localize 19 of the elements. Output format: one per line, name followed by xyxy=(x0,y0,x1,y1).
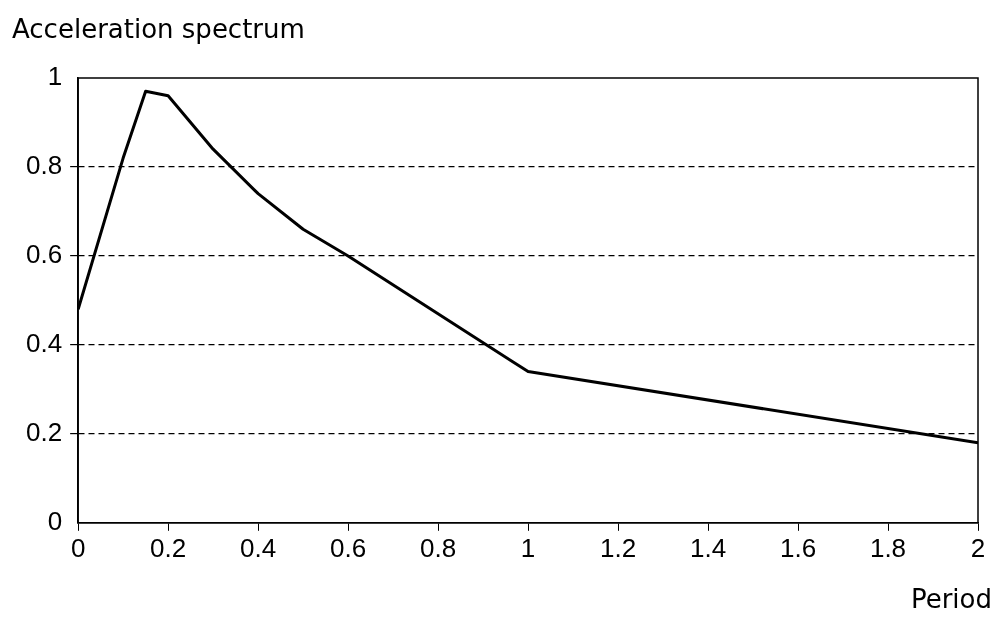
x-tick-label: 1 xyxy=(520,532,536,563)
y-axis-title: Acceleration spectrum xyxy=(12,14,305,44)
x-axis-title: Period xyxy=(910,584,992,614)
x-tick-label: 0.6 xyxy=(330,532,367,563)
y-tick-label: 1 xyxy=(47,61,63,92)
x-tick-label: 0.4 xyxy=(240,532,277,563)
y-tick-label: 0.8 xyxy=(25,150,63,181)
x-tick-label: 2 xyxy=(970,532,986,563)
y-tick-label: 0 xyxy=(47,505,63,536)
y-tick-label: 0.4 xyxy=(25,328,63,359)
x-tick-label: 0.2 xyxy=(150,532,187,563)
x-tick-label: 0.8 xyxy=(420,532,457,563)
x-tick-label: 1.4 xyxy=(689,532,727,563)
x-tick-label: 1.8 xyxy=(869,532,907,563)
x-tick-label: 0 xyxy=(70,532,86,563)
y-tick-label: 0.2 xyxy=(25,417,63,448)
x-tick-label: 1.2 xyxy=(599,532,637,563)
x-tick-label: 1.6 xyxy=(779,532,817,563)
y-tick-label: 0.6 xyxy=(25,239,63,270)
